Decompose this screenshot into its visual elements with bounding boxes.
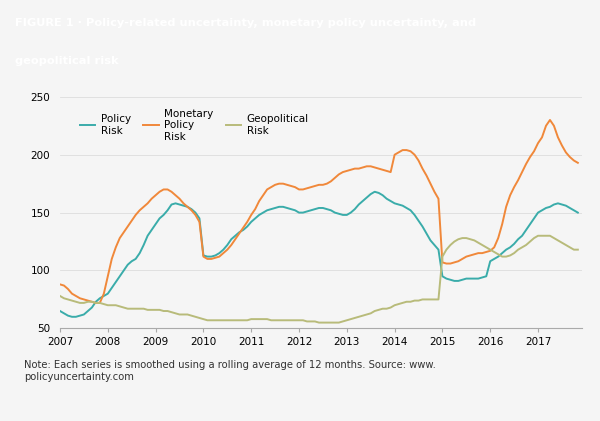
Text: geopolitical risk: geopolitical risk: [15, 56, 119, 66]
Legend: Policy
Risk, Monetary
Policy
Risk, Geopolitical
Risk: Policy Risk, Monetary Policy Risk, Geopo…: [76, 104, 313, 146]
Text: FIGURE 1 · Policy-related uncertainty, monetary policy uncertainty, and: FIGURE 1 · Policy-related uncertainty, m…: [15, 18, 476, 28]
Text: Note: Each series is smoothed using a rolling average of 12 months. Source: www.: Note: Each series is smoothed using a ro…: [24, 360, 436, 381]
